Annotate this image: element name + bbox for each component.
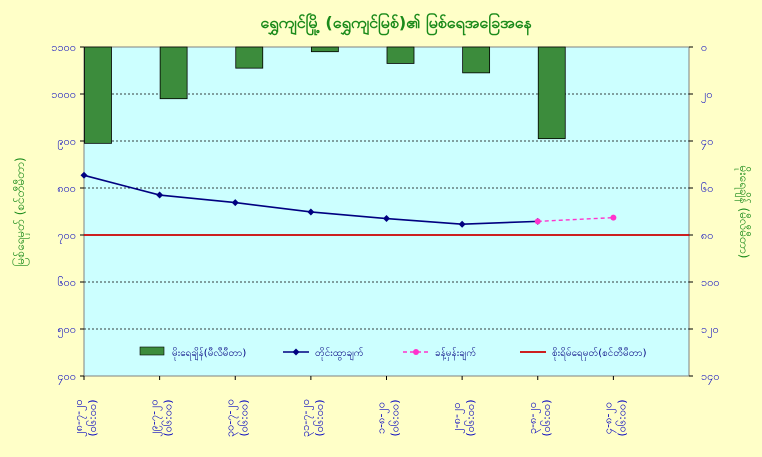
x-tick-date: ၃၀-၇-၂၀: [223, 399, 238, 437]
x-tick-date: ၃၁-၇-၂၀: [299, 399, 314, 437]
rain-bar: [84, 46, 112, 144]
left-tick-label: ၅၀၀: [57, 323, 76, 338]
observed-point: [307, 208, 315, 216]
y-axis-left-label: မြစ်ရေမှတ် (စင်တီမီတာ): [11, 157, 30, 266]
chart-title: ရွှေကျင်မြို့ (ရွှေကျင်မြစ်)၏ မြစ်ရေအခြေ…: [260, 12, 532, 36]
observed-point: [156, 191, 164, 199]
forecast-point: [534, 218, 541, 225]
observed-point: [458, 220, 466, 228]
observed-point: [231, 199, 239, 207]
x-tick-group: ၃၀-၇-၂၀ (၀၆:၀၀): [223, 399, 250, 437]
rain-bar: [310, 46, 339, 53]
x-tick-date: ၄-၈-၂၀: [601, 402, 616, 434]
right-tick-label: ၀: [701, 41, 707, 54]
x-tick-group: ၃၁-၇-၂၀ (၀၆:၀၀): [299, 399, 326, 437]
right-tick-label: ၁၄၀: [701, 370, 720, 385]
x-tick-date: ၂၉-၇-၂၀: [148, 399, 163, 436]
legend-label: စိုးရိမ်ရေမှတ်(စင်တီမီတာ): [552, 346, 647, 361]
legend-label: တိုင်းထွာချက်: [315, 346, 364, 361]
rain-bar: [235, 46, 264, 69]
x-tick-date: ၂-၈-၂၀: [450, 402, 465, 433]
rain-bar: [537, 46, 566, 140]
x-tick-time: (၀၆:၀၀): [615, 399, 628, 436]
plot-area: [83, 46, 690, 377]
x-tick-time: (၀၆:၀၀): [237, 399, 250, 436]
x-tick-time: (၀၆:၀၀): [86, 399, 99, 436]
left-tick-label: ၈၀၀: [57, 182, 76, 195]
right-tick-label: ၄၀: [701, 135, 713, 150]
legend-marker-forecast: [413, 349, 419, 355]
rain-bar: [462, 46, 491, 74]
x-tick-time: (၀၆:၀၀): [540, 399, 553, 436]
left-tick-label: ၄၀၀: [57, 370, 76, 385]
legend-label: ခန့်မှန်းချက်: [435, 346, 476, 361]
x-tick-group: ၄-၈-၂၀ (၀၆:၀၀): [601, 399, 628, 436]
rain-bar: [159, 46, 188, 100]
legend-label: မိုးရေချိန်(မီလီမီတာ): [172, 346, 246, 361]
legend-marker-observed: [292, 348, 300, 356]
x-axis-ticks: ၂၈-၇-၂၀ (၀၆:၀၀) ၂၉-၇-၂၀ (၀၆:၀၀) ၃၀-၇-၂၀ (၀၆:၀…: [72, 376, 628, 437]
left-tick-label: ၆၀၀: [57, 276, 76, 289]
left-tick-label: ၇၀၀: [57, 229, 76, 244]
legend-swatch-rain: [139, 346, 165, 356]
x-tick-group: ၁-၈-၂၀ (၀၆:၀၀): [375, 399, 402, 436]
x-tick-date: ၁-၈-၂၀: [375, 402, 390, 434]
right-tick-label: ၆၀: [701, 182, 713, 195]
rain-bar: [386, 46, 415, 64]
right-tick-label: ၁၂၀: [701, 323, 719, 338]
left-tick-label: ၁၀၀၀: [51, 88, 76, 101]
observed-point: [80, 171, 88, 179]
right-tick-label: ၈၀: [701, 229, 713, 242]
y-axis-right-label: မိုးရေချိန် (မီလီမီတာ): [734, 166, 752, 259]
x-tick-group: ၂-၈-၂၀ (၀၆:၀၀): [450, 399, 477, 436]
forecast-line: [537, 216, 614, 223]
x-tick-time: (၀၆:၀၀): [313, 399, 326, 436]
x-tick-time: (၀၆:၀၀): [389, 399, 402, 436]
x-tick-group: ၂၈-၇-၂၀ (၀၆:၀၀): [72, 399, 99, 436]
right-tick-label: ၁၀၀: [701, 276, 720, 289]
x-tick-time: (၀၆:၀၀): [464, 399, 477, 436]
legend: မိုးရေချိန်(မီလီမီတာ) တိုင်းထွာချက် ခန့်မှ…: [139, 346, 647, 361]
x-tick-date: ၂၈-၇-၂၀: [72, 399, 87, 436]
water-level-lines: [80, 171, 617, 228]
x-tick-group: ၂၉-၇-၂၀ (၀၆:၀၀): [148, 399, 175, 436]
forecast-point: [610, 214, 617, 221]
observed-point: [383, 215, 390, 223]
x-tick-date: ၃-၈-၂၀: [526, 402, 541, 434]
right-tick-label: ၂၀: [701, 88, 713, 103]
left-tick-label: ၁၁၀၀: [51, 41, 76, 54]
rainfall-bars: [84, 46, 566, 144]
x-tick-time: (၀၆:၀၀): [162, 399, 175, 436]
left-tick-label: ၉၀၀: [57, 135, 76, 150]
x-tick-group: ၃-၈-၂၀ (၀၆:၀၀): [526, 399, 553, 436]
